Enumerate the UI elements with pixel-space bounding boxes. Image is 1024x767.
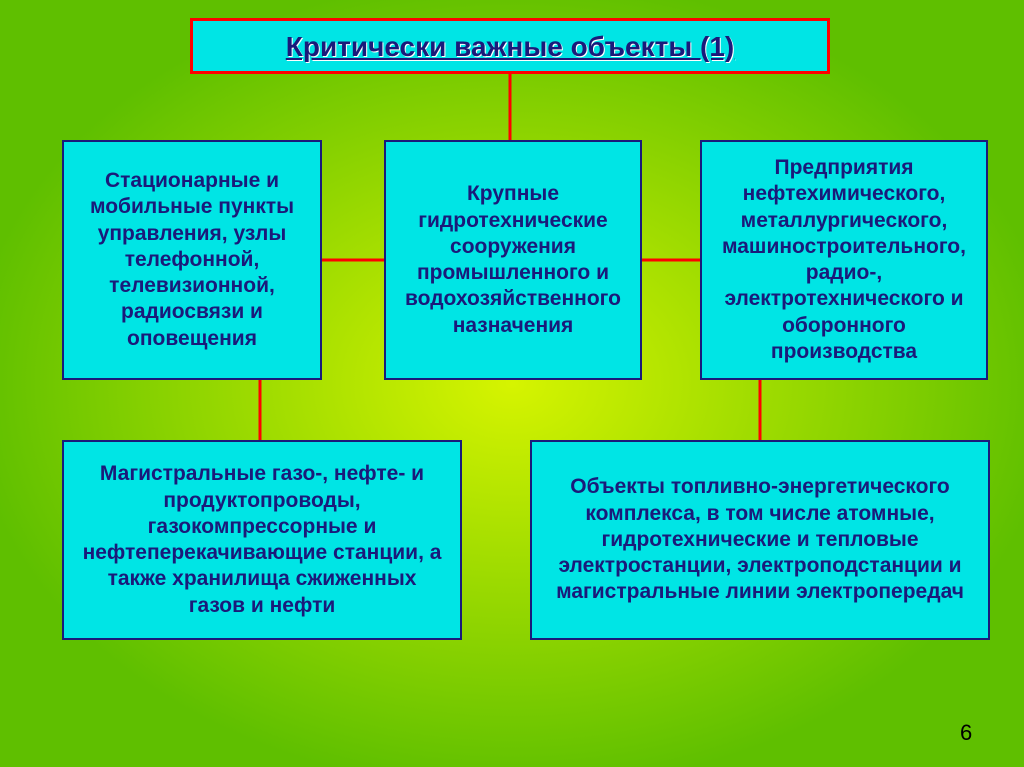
diagram-title: Критически важные объекты (1) [190, 18, 830, 74]
diagram-node-b3: Предприятия нефтехимического, металлурги… [700, 140, 988, 380]
diagram-canvas: Критически важные объекты (1) Стационарны… [0, 0, 1024, 767]
diagram-node-b4: Магистральные газо-, нефте- и продуктопр… [62, 440, 462, 640]
connector-lines [0, 0, 1024, 767]
diagram-node-b2: Крупные гидротехнические сооружения пром… [384, 140, 642, 380]
diagram-node-b5: Объекты топливно-энергетического комплек… [530, 440, 990, 640]
page-number: 6 [960, 720, 972, 746]
diagram-node-b1: Стационарные и мобильные пункты управлен… [62, 140, 322, 380]
